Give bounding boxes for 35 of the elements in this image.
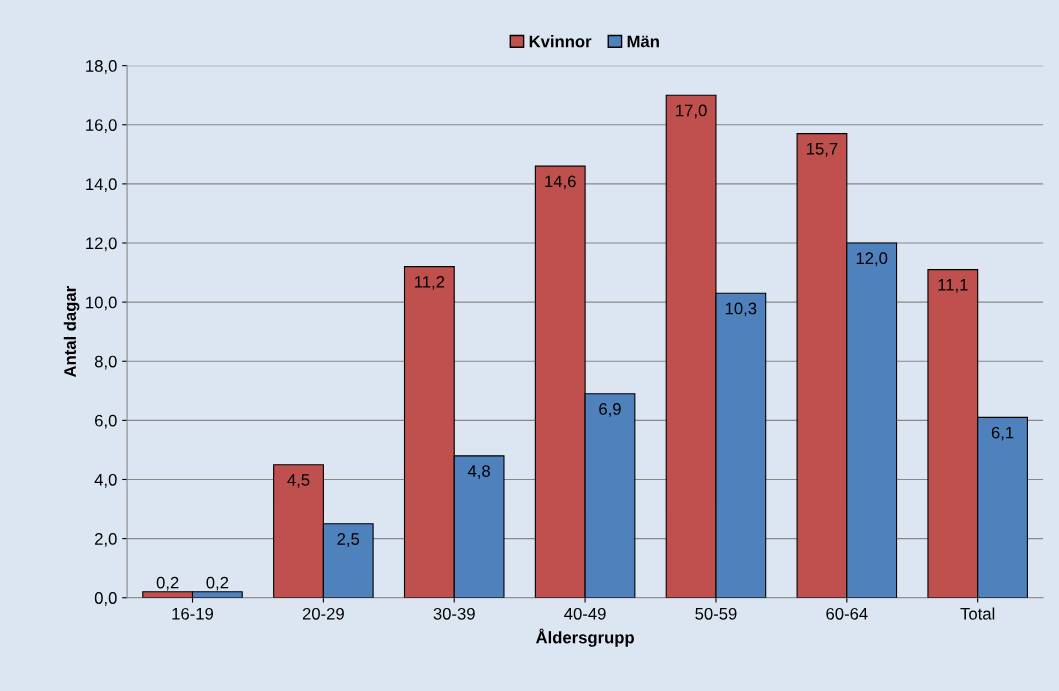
x-tick-label: Total — [960, 607, 995, 620]
data-label: 4,8 — [467, 465, 490, 479]
y-tick-label: 16,0 — [86, 119, 117, 133]
data-label: 0,2 — [206, 576, 229, 591]
data-label: 6,9 — [599, 403, 621, 417]
x-tick-label: 16-19 — [172, 607, 214, 620]
x-axis-title: Åldersgrupp — [535, 628, 634, 647]
y-axis-title: Antal dagar — [63, 286, 80, 378]
data-label: 4,5 — [287, 474, 310, 488]
data-label: 14,6 — [545, 175, 576, 190]
data-label: 6,1 — [991, 426, 1014, 441]
data-label: 15,7 — [807, 143, 838, 157]
data-label: 10,3 — [725, 302, 757, 317]
y-tick-label: 14,0 — [86, 178, 117, 193]
x-tick-label: 40-49 — [564, 607, 606, 620]
y-tick-label: 8,0 — [94, 355, 117, 370]
data-label: 0,2 — [156, 576, 179, 591]
x-tick-label: 20-29 — [302, 607, 344, 620]
y-tick-label: 18,0 — [86, 60, 117, 74]
data-label: 2,5 — [337, 533, 360, 547]
y-tick-label: 12,0 — [86, 237, 117, 252]
data-label: 11,1 — [938, 279, 968, 293]
y-tick-label: 6,0 — [95, 414, 117, 429]
y-tick-label: 0,0 — [94, 592, 117, 606]
data-label: 11,2 — [415, 275, 445, 290]
x-tick-label: 60-64 — [826, 607, 868, 620]
x-tick-label: 30-39 — [433, 607, 475, 620]
y-tick-label: 4,0 — [94, 473, 117, 488]
data-label: 12,0 — [856, 252, 888, 267]
y-tick-label: 2,0 — [95, 533, 117, 547]
y-tick-label: 10,0 — [86, 296, 117, 311]
data-label: 17,0 — [676, 104, 707, 119]
legend-label: Män — [627, 35, 659, 48]
x-tick-label: 50-59 — [695, 607, 737, 620]
legend-label: Kvinnor — [529, 35, 592, 48]
